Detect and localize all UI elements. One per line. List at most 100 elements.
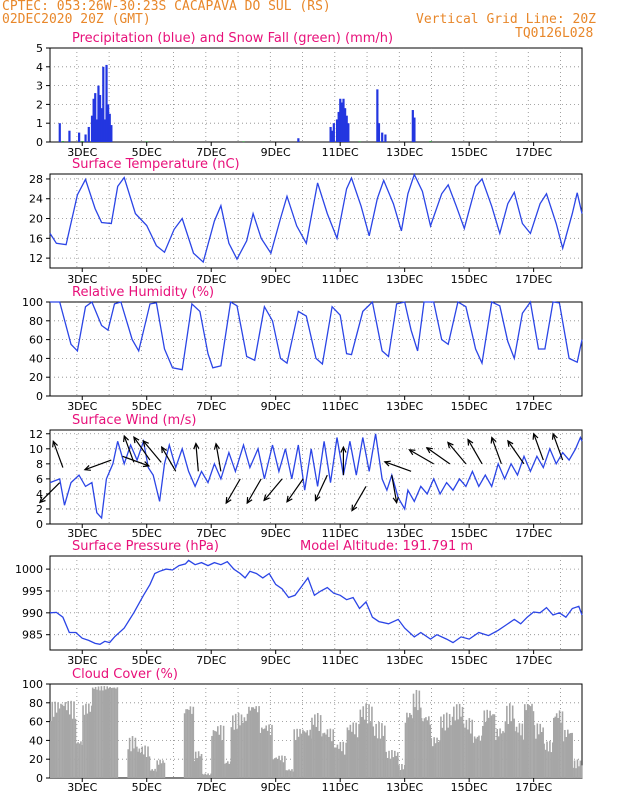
cloud-bar bbox=[217, 726, 219, 778]
cloud-bar bbox=[575, 768, 577, 778]
wind-x-tick-label: 13DEC bbox=[386, 527, 423, 540]
cloud-y-tick-label: 80 bbox=[29, 697, 43, 710]
precip-x-tick-label: 11DEC bbox=[322, 146, 359, 159]
cloud-bar bbox=[253, 708, 256, 778]
wind-arrow-shaft bbox=[225, 478, 241, 504]
pres-x-tick-label: 15DEC bbox=[451, 654, 488, 667]
cloud-bar bbox=[148, 756, 151, 778]
precip-bar bbox=[94, 93, 97, 142]
cloud-bar bbox=[499, 728, 501, 778]
rh-y-tick-label: 80 bbox=[29, 315, 43, 328]
cloud-bar bbox=[302, 729, 304, 778]
cloud-bar bbox=[443, 714, 445, 778]
rh-x-tick-label: 9DEC bbox=[261, 400, 291, 413]
cloud-bar bbox=[395, 755, 398, 778]
cloud-bar bbox=[55, 712, 58, 778]
wind-arrow-head bbox=[507, 439, 514, 447]
cloud-y-tick-label: 100 bbox=[22, 678, 43, 691]
cloud-bar bbox=[61, 704, 64, 778]
cloud-bar bbox=[144, 745, 146, 778]
pres-x-tick-label: 13DEC bbox=[386, 654, 423, 667]
pres-title: Surface Pressure (hPa) bbox=[72, 539, 219, 554]
precip-bar bbox=[87, 126, 90, 142]
cloud-bar bbox=[243, 717, 246, 778]
cloud-bar bbox=[293, 729, 296, 778]
wind-arrow-head bbox=[160, 445, 168, 454]
precip-x-axis: 3DEC 5DEC 7DEC 9DEC 11DEC 13DEC 15DEC 17DEC bbox=[67, 48, 561, 159]
wind-arrow-shaft bbox=[552, 433, 564, 461]
cloud-bar bbox=[86, 713, 89, 778]
precip-bar bbox=[78, 132, 81, 142]
cloud-bar bbox=[309, 729, 311, 778]
cloud-bar bbox=[378, 721, 380, 778]
cloud-bar bbox=[544, 749, 547, 778]
precip-y-tick-label: 4 bbox=[36, 61, 43, 74]
cloud-x-tick-label: 11DEC bbox=[322, 781, 359, 794]
wind-arrow-head bbox=[314, 494, 321, 502]
wind-arrow-shaft bbox=[195, 443, 199, 472]
cloud-bar bbox=[547, 751, 550, 778]
cloud-bar bbox=[141, 746, 144, 778]
precip-bar bbox=[335, 119, 339, 142]
cloud-bar bbox=[434, 743, 437, 778]
wind-arrow-shaft bbox=[246, 478, 262, 504]
cloud-bar bbox=[54, 701, 56, 778]
cloud-bar bbox=[569, 733, 572, 778]
cloud-bar bbox=[85, 703, 87, 778]
cloud-bar bbox=[183, 713, 186, 778]
rh-x-tick-label: 5DEC bbox=[132, 400, 162, 413]
cloud-bar bbox=[521, 723, 524, 778]
precip-bar bbox=[347, 123, 350, 142]
cloud-bar bbox=[522, 739, 525, 778]
cloud-bar bbox=[68, 714, 71, 778]
precip-bar bbox=[61, 141, 65, 142]
cloud-bar bbox=[312, 724, 315, 778]
cloud-bar bbox=[93, 688, 95, 778]
cloud-bar bbox=[60, 703, 62, 778]
cloud-bar bbox=[332, 729, 335, 778]
cloud-bar bbox=[506, 705, 508, 778]
precip-x-tick-label: 7DEC bbox=[196, 146, 226, 159]
temp-series-line bbox=[49, 172, 583, 264]
cloud-bar bbox=[481, 735, 483, 778]
cloud-bar bbox=[73, 701, 75, 778]
rh-x-tick-label: 17DEC bbox=[515, 400, 552, 413]
wind-arrow-shaft bbox=[467, 439, 483, 465]
cloud-bar bbox=[242, 722, 244, 778]
rh-y-tick-label: 100 bbox=[22, 296, 43, 309]
cloud-bar bbox=[152, 770, 155, 778]
cloud-bar bbox=[503, 732, 506, 778]
wind-arrow-head bbox=[213, 442, 220, 450]
cloud-bar bbox=[409, 713, 411, 778]
cloud-bar bbox=[451, 716, 454, 778]
cloud-x-tick-label: 9DEC bbox=[261, 781, 291, 794]
cloud-bar bbox=[225, 762, 228, 778]
cloud-x-axis: 3DEC 5DEC 7DEC 9DEC 11DEC 13DEC 15DEC 17DEC bbox=[67, 684, 561, 794]
wind-x-tick-label: 5DEC bbox=[132, 527, 162, 540]
cloud-bar bbox=[319, 715, 322, 778]
cloud-bar bbox=[561, 711, 564, 778]
pres-y-tick-label: 995 bbox=[22, 585, 43, 598]
cloud-bar bbox=[549, 740, 551, 778]
cloud-bar bbox=[207, 773, 209, 778]
pres-x-tick-label: 7DEC bbox=[196, 654, 226, 667]
pres-x-tick-label: 11DEC bbox=[322, 654, 359, 667]
cloud-bar bbox=[371, 706, 373, 778]
cloud-bar bbox=[440, 716, 442, 778]
precip-bar bbox=[358, 141, 361, 143]
cloud-bar bbox=[193, 761, 196, 778]
precip-x-tick-label: 15DEC bbox=[451, 146, 488, 159]
cloud-bar bbox=[394, 750, 396, 778]
cloud-bar bbox=[353, 734, 356, 778]
cloud-bar bbox=[352, 722, 355, 778]
rh-y-axis: 0 20 40 60 80 100 bbox=[22, 296, 582, 403]
cloud-bar bbox=[134, 737, 137, 778]
wind-arrow-shaft bbox=[351, 486, 367, 511]
cloud-bar bbox=[236, 729, 238, 778]
cloud-bar bbox=[151, 769, 154, 778]
precip-x-tick-label: 3DEC bbox=[67, 146, 97, 159]
cloud-bar bbox=[365, 703, 367, 778]
cloud-bar bbox=[460, 716, 462, 778]
cloud-bar bbox=[433, 737, 435, 778]
precip-bar bbox=[344, 108, 347, 142]
